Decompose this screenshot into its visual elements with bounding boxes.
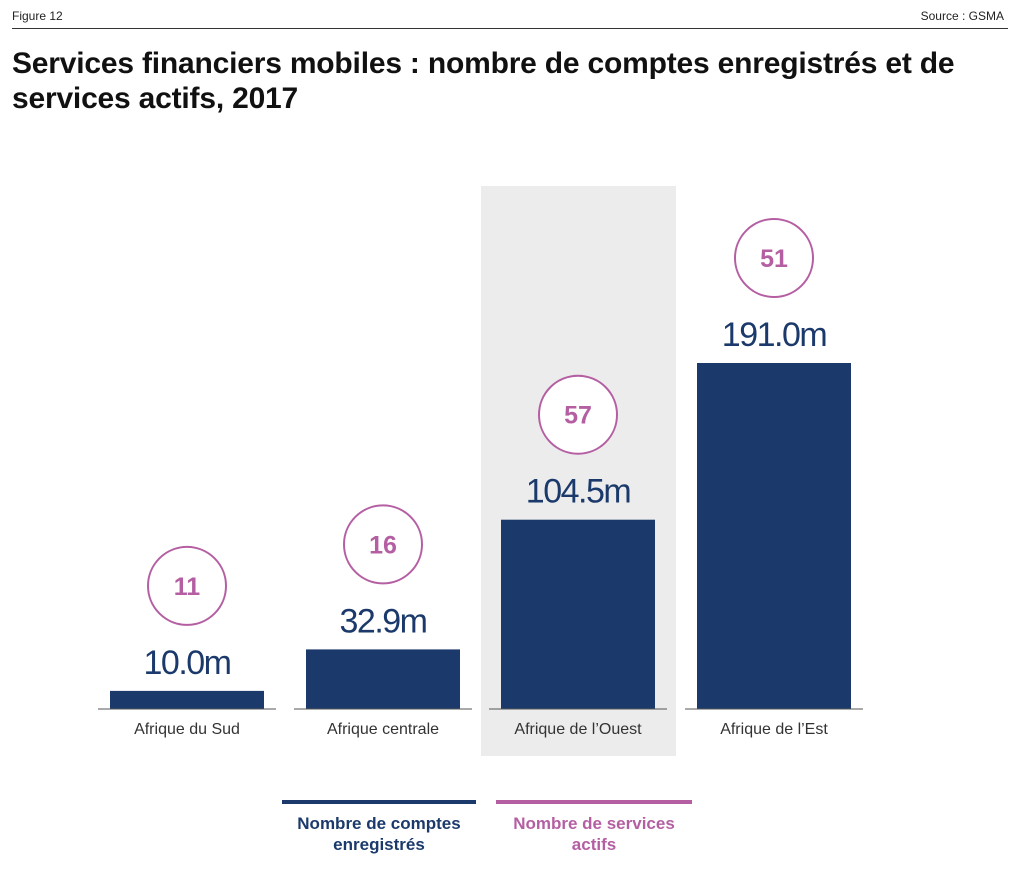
figure-label: Figure 12 [12, 9, 63, 23]
bar-value-label: 10.0m [144, 644, 231, 682]
header-divider [12, 28, 1008, 29]
bar-chart: 10.0m 11 Afrique du Sud 32.9m 16 Afrique cent… [98, 186, 863, 756]
bar-0 [110, 690, 264, 709]
bar-value-label: 32.9m [340, 602, 427, 640]
services-circle [147, 545, 227, 626]
services-value-label: 11 [174, 573, 201, 601]
chart-title: Services financiers mobiles : nombre de … [12, 47, 955, 115]
category-label: Afrique du Sud [134, 721, 240, 738]
legend-swatch-services [496, 800, 692, 804]
services-value-label: 57 [564, 402, 592, 430]
services-circle [343, 504, 423, 585]
bar-1 [306, 649, 460, 709]
legend-swatch-accounts [282, 800, 476, 804]
legend-label-services: Nombre de services actifs [513, 814, 675, 854]
services-circle [734, 218, 814, 298]
services-value-label: 16 [369, 531, 397, 559]
category-label: Afrique de l’Est [720, 721, 828, 738]
category-label: Afrique de l’Ouest [514, 721, 642, 738]
bar-value-label: 104.5m [526, 473, 631, 511]
category-label: Afrique centrale [327, 721, 439, 738]
services-value-label: 51 [760, 245, 788, 273]
services-circle [538, 374, 618, 455]
legend-label-accounts: Nombre de comptes enregistrés [297, 814, 461, 854]
bar-3 [697, 363, 851, 709]
source-label: Source : GSMA [920, 9, 1004, 23]
bar-value-label: 191.0m [722, 316, 827, 354]
bar-2 [501, 519, 655, 709]
